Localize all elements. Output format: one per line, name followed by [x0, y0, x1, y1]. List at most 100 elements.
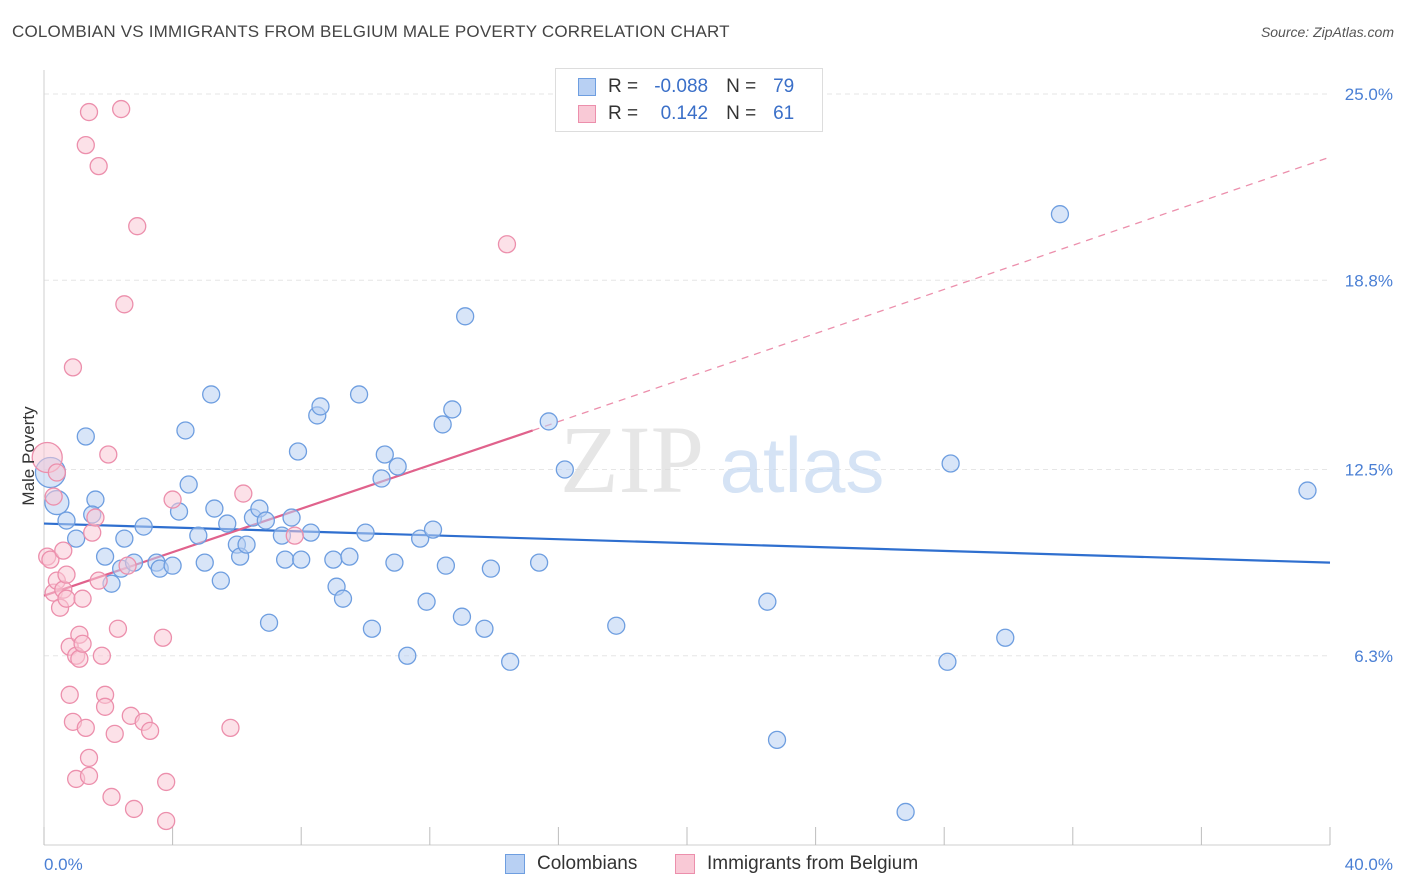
legend-n-value: 79	[773, 76, 795, 97]
colombian-point	[176, 421, 195, 440]
belgium-point	[128, 217, 147, 236]
y-tick-label: 6.3%	[1354, 647, 1393, 666]
belgium-trend-extension	[532, 156, 1331, 432]
belgium-point	[76, 718, 95, 737]
belgium-point	[73, 634, 92, 653]
belgium-point	[70, 649, 89, 668]
colombian-point	[163, 556, 182, 575]
bottom-legend-label: Immigrants from Belgium	[707, 853, 919, 874]
belgium-point	[234, 484, 253, 503]
belgium-point	[118, 556, 137, 575]
colombian-point	[202, 385, 221, 404]
bottom-legend-belgium: Immigrants from Belgium	[675, 851, 918, 877]
belgium-point	[41, 550, 60, 569]
colombian-point	[282, 508, 301, 527]
colombian-point	[433, 415, 452, 434]
belgium-point	[108, 619, 128, 638]
belgium-point	[63, 358, 83, 377]
colombian-point	[333, 589, 353, 608]
belgium-point	[157, 811, 176, 831]
colombian-point	[423, 520, 443, 539]
source-credit: Source: ZipAtlas.com	[1260, 24, 1394, 40]
correlation-legend: R = -0.088 N = 79 R = 0.142 N = 61	[555, 68, 823, 132]
colombian-point	[179, 475, 198, 494]
watermark-atlas: atlas	[720, 421, 885, 509]
belgium-point	[497, 235, 517, 254]
legend-n-label: N =	[726, 76, 757, 97]
belgium-point	[86, 508, 105, 527]
y-tick-label: 25.0%	[1345, 85, 1393, 104]
belgium-point	[83, 523, 102, 542]
colombian-point	[1050, 205, 1070, 224]
colombian-point	[292, 550, 311, 569]
tick-labels: 6.3% 12.5% 18.8% 25.0% 0.0% 40.0%	[44, 85, 1393, 874]
belgium-point	[76, 135, 95, 155]
legend-swatch-pink	[578, 105, 596, 123]
colombian-point	[529, 553, 549, 572]
colombian-point	[372, 469, 391, 488]
y-axis-label: Male Poverty	[19, 406, 38, 506]
x-tick-label: 0.0%	[44, 855, 83, 874]
belgium-point	[44, 487, 63, 506]
colombian-point	[86, 490, 105, 509]
colombian-point	[941, 454, 960, 473]
colombian-point	[481, 559, 501, 578]
gridlines	[44, 93, 1330, 657]
legend-swatch-blue	[578, 78, 596, 96]
watermark-zip: ZIP	[560, 406, 704, 513]
colombian-point	[340, 547, 359, 566]
belgium-point	[115, 295, 134, 314]
colombian-point	[456, 307, 475, 326]
colombian-trend-line	[43, 522, 1331, 564]
colombian-point	[218, 514, 237, 533]
legend-r-value: -0.088	[654, 76, 709, 97]
colombian-point	[311, 397, 330, 416]
colombian-point	[349, 385, 369, 404]
belgium-point	[60, 685, 79, 704]
x-tick-label: 40.0%	[1345, 855, 1393, 874]
colombian-point	[134, 517, 153, 536]
colombian-point	[996, 628, 1015, 647]
colombian-point	[607, 616, 626, 635]
colombian-point	[256, 511, 275, 530]
bottom-legend-swatch-pink	[675, 854, 695, 874]
colombian-point	[95, 547, 115, 566]
belgium-point	[221, 718, 240, 737]
y-tick-label: 18.8%	[1345, 271, 1393, 290]
colombian-point	[57, 511, 76, 530]
colombian-point	[436, 556, 456, 575]
belgium-point	[105, 724, 124, 744]
colombian-point	[362, 619, 382, 638]
belgium-point	[157, 772, 176, 792]
colombian-point	[398, 646, 417, 665]
colombian-point	[896, 802, 915, 822]
belgium-point	[79, 102, 99, 122]
colombian-point	[301, 523, 320, 542]
trend-lines	[43, 156, 1331, 597]
legend-row-colombians: R = -0.088 N = 79	[578, 74, 794, 100]
belgium-point	[163, 490, 182, 509]
legend-row-belgium: R = 0.142 N = 61	[578, 101, 794, 127]
colombian-point	[758, 592, 777, 611]
belgium-point	[57, 589, 76, 608]
bottom-legend-colombians: Colombians	[505, 851, 637, 877]
colombian-point	[555, 460, 574, 479]
colombian-point	[275, 550, 295, 569]
colombian-point	[288, 442, 308, 461]
belgium-point	[102, 787, 121, 807]
y-tick-label: 12.5%	[1345, 461, 1393, 480]
colombian-point	[452, 607, 472, 626]
colombian-point	[411, 529, 430, 548]
colombian-point	[539, 412, 558, 431]
colombian-point	[475, 619, 494, 638]
legend-r-label: R =	[608, 103, 639, 124]
colombian-point	[443, 400, 462, 419]
belgium-point	[79, 766, 99, 786]
belgium-point	[124, 799, 144, 819]
colombian-point	[76, 427, 95, 446]
colombian-point	[501, 652, 520, 671]
colombian-point	[115, 529, 134, 548]
colombian-point	[67, 529, 86, 548]
belgium-point	[92, 646, 112, 665]
